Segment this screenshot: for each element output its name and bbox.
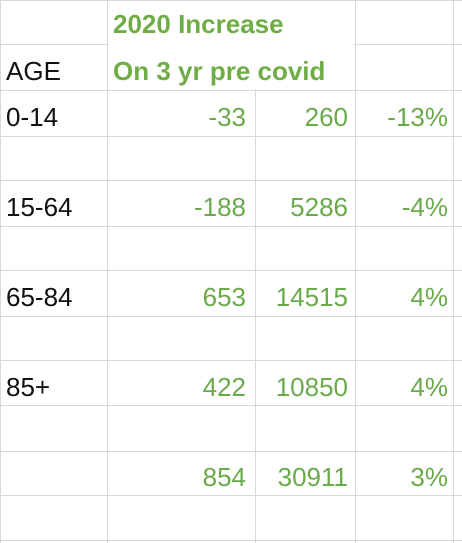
increase-cell: 422: [202, 372, 246, 402]
row-label: 0-14: [6, 102, 59, 132]
row-label: 15-64: [6, 192, 73, 222]
gridline: [0, 90, 462, 91]
gridline: [0, 405, 462, 406]
total-increase-cell: 854: [202, 462, 246, 492]
increase-cell: -188: [193, 192, 246, 222]
row-label: 85+: [6, 372, 51, 402]
total-cell: 10850: [275, 372, 348, 402]
gridline: [0, 360, 462, 361]
gridline: [0, 540, 462, 541]
increase-cell: 653: [202, 282, 246, 312]
row-label: 65-84: [6, 282, 73, 312]
gridline: [255, 0, 256, 543]
percent-cell: -4%: [401, 192, 448, 222]
total-cell: 14515: [275, 282, 348, 312]
gridline: [0, 0, 1, 543]
gridline: [0, 451, 462, 452]
header-line-1: 2020 Increase: [113, 9, 284, 39]
total-cell: 260: [304, 102, 348, 132]
total-cell: 5286: [290, 192, 348, 222]
gridline: [0, 495, 462, 496]
increase-cell: -33: [208, 102, 246, 132]
gridline: [0, 270, 462, 271]
gridline: [0, 180, 462, 181]
gridline: [107, 0, 108, 543]
total-percent-cell: 3%: [410, 462, 448, 492]
age-column-label: AGE: [6, 56, 61, 86]
gridline: [355, 0, 356, 543]
gridline: [0, 226, 462, 227]
gridline: [0, 316, 462, 317]
grand-total-cell: 30911: [277, 462, 348, 492]
header-line-2: On 3 yr pre covid: [113, 56, 326, 86]
percent-cell: 4%: [410, 282, 448, 312]
merged-header-cell[interactable]: [108, 1, 353, 89]
percent-cell: -13%: [387, 102, 448, 132]
gridline: [453, 0, 454, 543]
gridline: [0, 0, 462, 1]
percent-cell: 4%: [410, 372, 448, 402]
gridline: [0, 136, 462, 137]
